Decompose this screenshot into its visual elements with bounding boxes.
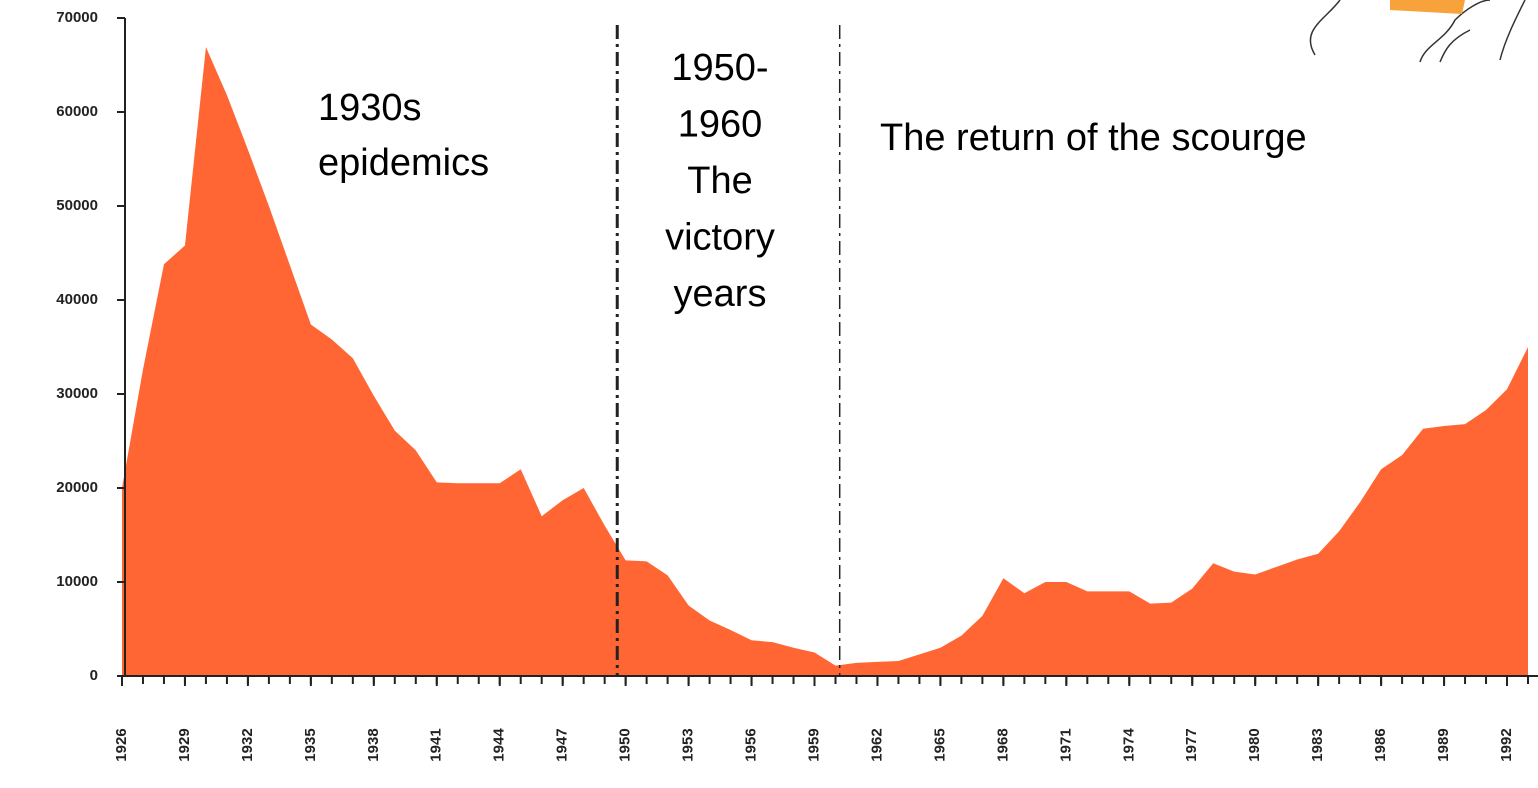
drawing-stroke: [1309, 0, 1341, 56]
annotation: 1930s: [318, 87, 422, 129]
drawing-stroke: [1419, 0, 1491, 63]
y-tick-label: 30000: [56, 385, 98, 402]
corner-drawing: [1309, 0, 1526, 63]
drawing-fill: [1390, 0, 1465, 14]
annotation: years: [674, 273, 767, 315]
y-tick-label: 40000: [56, 291, 98, 308]
x-tick-label: 1947: [554, 728, 571, 761]
x-tick-label: 1926: [113, 728, 130, 761]
annotation: epidemics: [318, 142, 489, 184]
x-tick-label: 1989: [1435, 728, 1452, 761]
x-tick-label: 1944: [491, 728, 508, 762]
x-tick-label: 1959: [805, 728, 822, 761]
area: [122, 47, 1528, 676]
y-tick-label: 60000: [56, 103, 98, 120]
annotation: victory: [665, 217, 775, 259]
x-tick-label: 1968: [994, 728, 1011, 761]
annotation: 1950-: [671, 47, 768, 89]
annotation: The: [687, 160, 752, 202]
x-tick-label: 1992: [1498, 728, 1515, 761]
y-tick-label: 10000: [56, 573, 98, 590]
x-tick-label: 1938: [365, 728, 382, 761]
x-tick-label: 1977: [1183, 728, 1200, 761]
x-tick-label: 1971: [1057, 728, 1074, 761]
x-tick-label: 1983: [1309, 728, 1326, 761]
annotation: The return of the scourge: [880, 117, 1307, 159]
y-tick-label: 50000: [56, 197, 98, 214]
annotation: 1960: [678, 104, 763, 146]
x-tick-label: 1941: [428, 728, 445, 761]
x-tick-label: 1980: [1246, 728, 1263, 761]
x-tick-label: 1935: [302, 728, 319, 761]
x-tick-label: 1953: [680, 728, 697, 761]
x-tick-label: 1932: [239, 728, 256, 761]
x-tick-label: 1974: [1120, 728, 1137, 762]
x-tick-label: 1929: [176, 728, 193, 761]
drawing-stroke: [1499, 0, 1526, 61]
y-tick-label: 0: [90, 667, 98, 684]
y-tick-label: 70000: [56, 9, 98, 26]
x-tick-label: 1986: [1372, 728, 1389, 761]
x-tick-label: 1950: [617, 728, 634, 761]
y-tick-label: 20000: [56, 479, 98, 496]
drawing-stroke: [1439, 29, 1471, 63]
x-tick-label: 1965: [931, 728, 948, 761]
x-tick-label: 1956: [743, 728, 760, 761]
x-tick-label: 1962: [868, 728, 885, 761]
